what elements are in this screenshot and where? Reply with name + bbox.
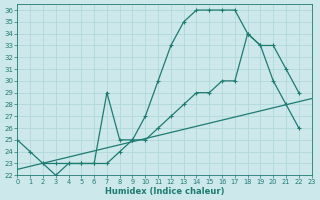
X-axis label: Humidex (Indice chaleur): Humidex (Indice chaleur)	[105, 187, 224, 196]
